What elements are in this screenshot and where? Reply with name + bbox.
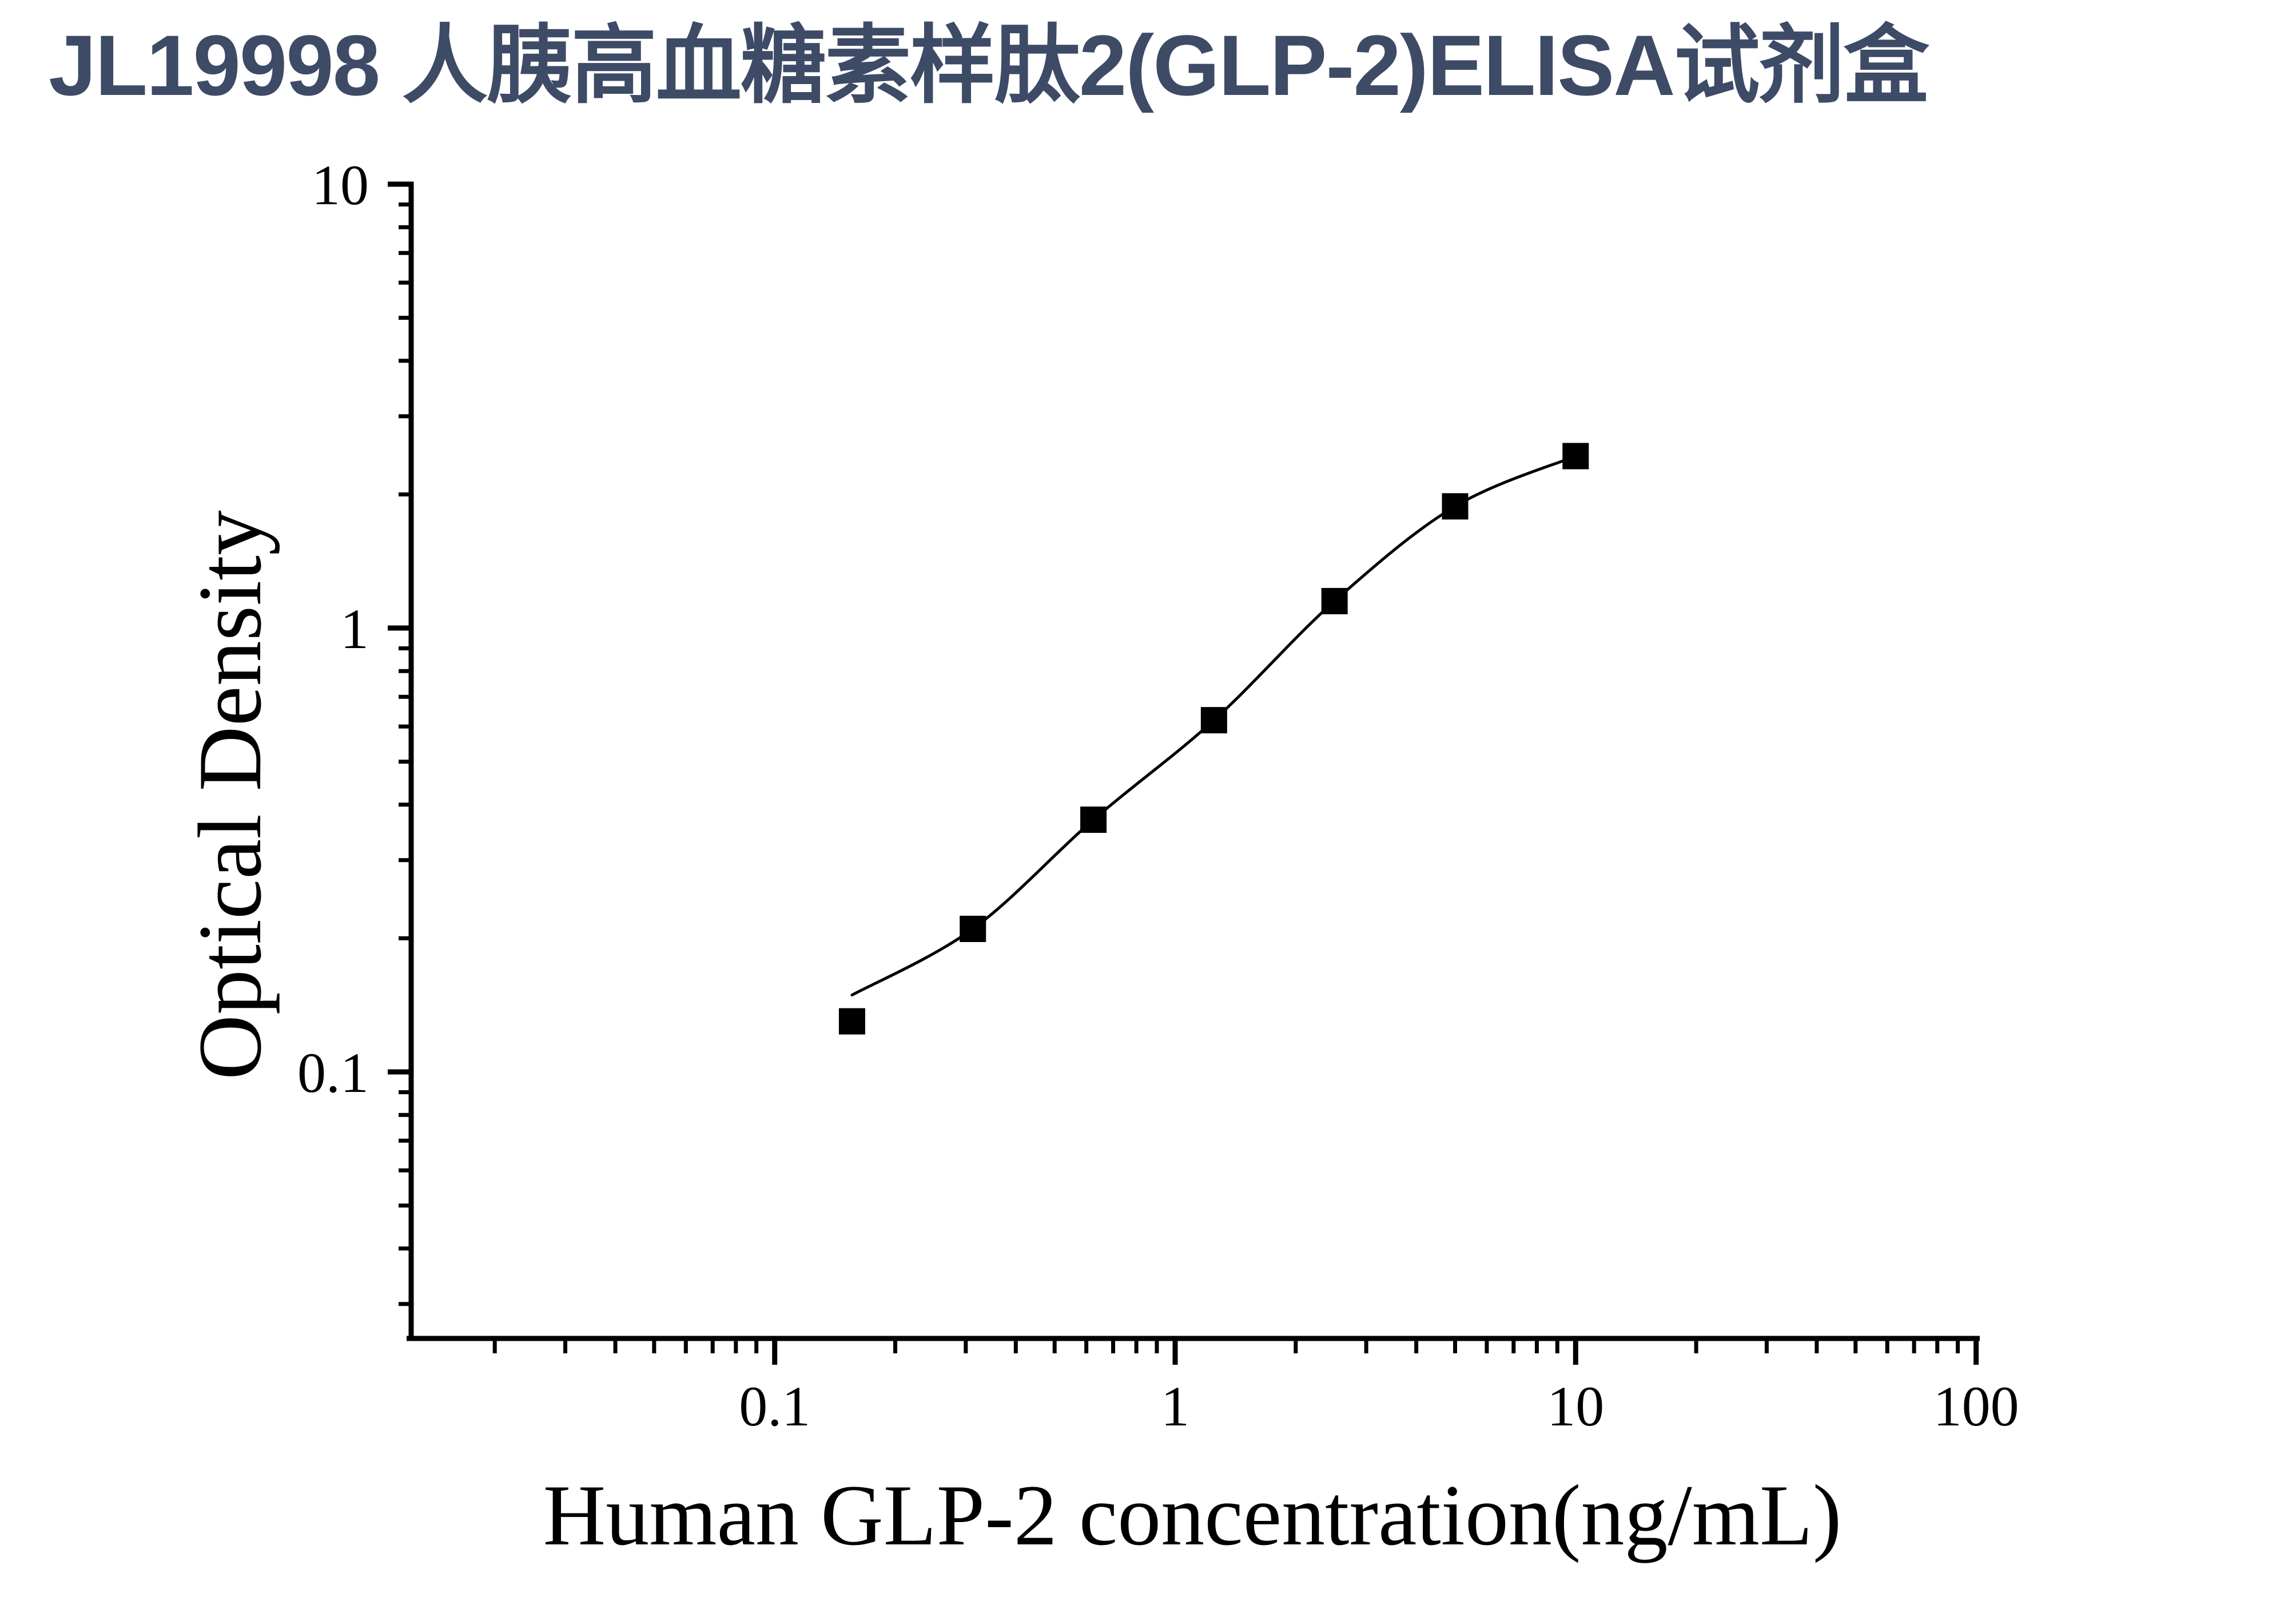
data-point-marker — [1321, 587, 1348, 614]
y-axis-title: Optical Density — [180, 510, 280, 1080]
data-point-marker — [1562, 443, 1589, 470]
data-point-marker — [1080, 807, 1107, 833]
x-tick-label: 0.1 — [739, 1374, 810, 1438]
y-tick-label: 10 — [312, 153, 369, 217]
x-tick-label: 10 — [1547, 1374, 1604, 1438]
data-point-marker — [1442, 493, 1469, 520]
page-title: JL19998 人胰高血糖素样肽2(GLP-2)ELISA试剂盒 — [49, 17, 1929, 113]
x-tick-label: 100 — [1933, 1374, 2019, 1438]
data-point-marker — [960, 915, 986, 942]
data-point-marker — [838, 1008, 865, 1035]
data-point-marker — [1200, 707, 1227, 734]
y-tick-label: 1 — [340, 597, 369, 661]
x-axis-title: Human GLP-2 concentration(ng/mL) — [543, 1467, 1842, 1563]
x-tick-label: 1 — [1161, 1374, 1189, 1438]
y-tick-label: 0.1 — [297, 1041, 369, 1105]
